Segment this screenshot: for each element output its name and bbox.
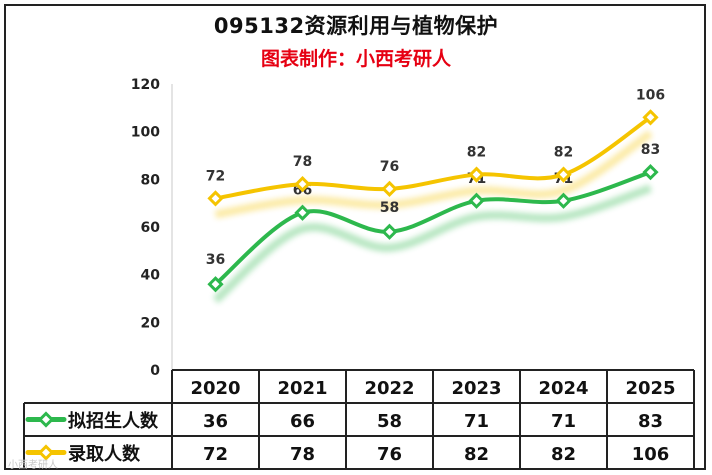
x-category-label: 2021 (277, 378, 327, 399)
x-category-label: 2020 (190, 378, 240, 399)
table-cell: 36 (203, 411, 228, 432)
x-category-label: 2024 (538, 378, 588, 399)
table-cell: 72 (203, 444, 228, 465)
data-point-1 (555, 166, 572, 183)
data-point-1 (642, 109, 659, 126)
y-tick-label: 40 (141, 268, 161, 284)
legend-marker-1 (37, 444, 55, 461)
y-tick-label: 60 (141, 220, 161, 236)
x-category-label: 2023 (451, 378, 501, 399)
y-tick-label: 120 (131, 77, 160, 93)
data-point-0 (468, 192, 485, 209)
data-label: 58 (380, 200, 399, 216)
data-point-0 (207, 276, 224, 293)
data-label: 82 (554, 145, 573, 161)
data-label: 82 (467, 145, 486, 161)
table-cell: 66 (290, 411, 315, 432)
table-cell: 82 (464, 444, 489, 465)
legend-marker-0 (37, 411, 55, 428)
table-cell: 58 (377, 411, 402, 432)
data-label: 36 (206, 252, 225, 268)
x-category-label: 2022 (364, 378, 414, 399)
legend-label-0: 拟招生人数 (68, 410, 159, 432)
table-cell: 71 (551, 411, 576, 432)
series-shadow-0 (212, 184, 652, 304)
series-line-0 (213, 170, 653, 287)
y-tick-label: 20 (141, 315, 161, 331)
data-label: 76 (380, 159, 399, 175)
data-label: 83 (641, 142, 660, 158)
legend-label-1: 录取人数 (68, 443, 141, 465)
table-cell: 71 (464, 411, 489, 432)
data-label: 106 (636, 87, 665, 103)
table-cell: 82 (551, 444, 576, 465)
data-label: 72 (206, 168, 225, 184)
series-shadow-1 (214, 130, 653, 219)
x-category-label: 2025 (625, 378, 675, 399)
y-tick-label: 100 (131, 125, 160, 141)
watermark-text: 小西考研人 (8, 459, 58, 471)
data-point-0 (555, 192, 572, 209)
data-point-0 (642, 164, 659, 181)
data-point-0 (381, 223, 398, 240)
table-cell: 76 (377, 444, 402, 465)
data-point-1 (468, 166, 485, 183)
y-tick-label: 0 (150, 363, 160, 379)
table-cell: 83 (638, 411, 663, 432)
chart-title: 095132资源利用与植物保护 (213, 14, 499, 38)
series-line-1 (213, 115, 653, 201)
data-point-1 (207, 190, 224, 207)
table-cell: 78 (290, 444, 315, 465)
chart-subtitle: 图表制作：小西考研人 (260, 48, 451, 70)
data-label: 78 (293, 154, 312, 170)
table-cell: 106 (632, 444, 670, 465)
data-point-0 (294, 204, 311, 221)
y-tick-label: 80 (141, 172, 161, 188)
data-point-1 (381, 180, 398, 197)
data-point-1 (294, 175, 311, 193)
